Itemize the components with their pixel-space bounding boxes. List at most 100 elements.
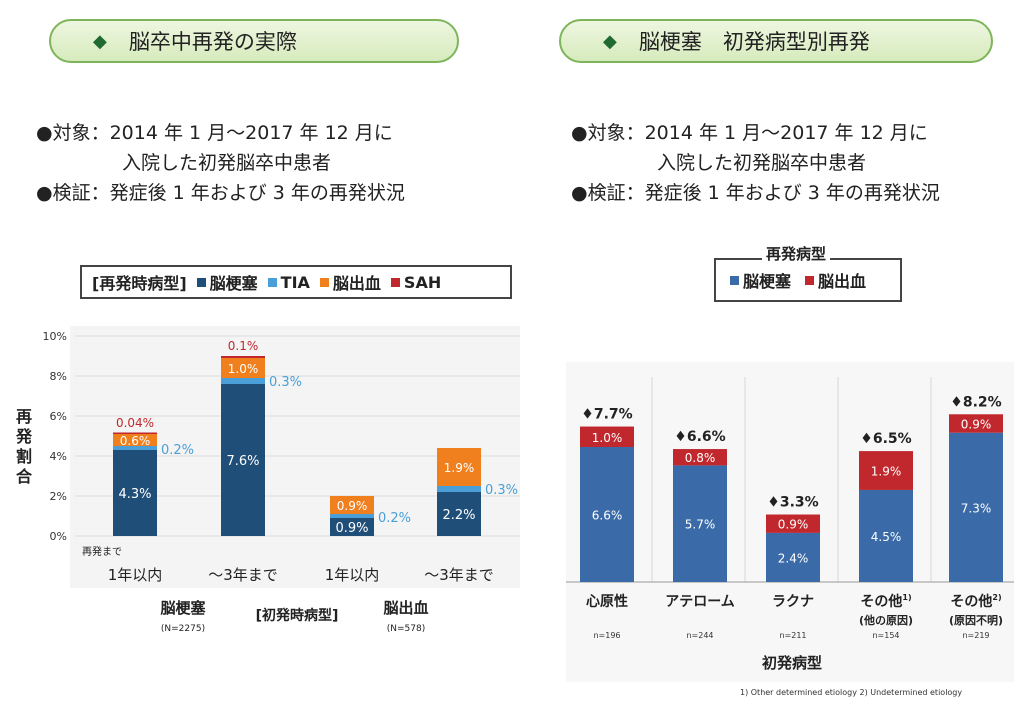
bar-segment-infarction	[766, 532, 820, 582]
category-label: 1年以内	[325, 566, 380, 584]
bar-segment-hemorrhage	[766, 514, 820, 533]
category-label: その他1)	[860, 593, 911, 610]
bar-segment-脳梗塞	[437, 492, 481, 536]
category-label: ラクナ	[772, 594, 814, 610]
bar-segment-脳出血	[330, 496, 374, 514]
right-legend-title: 再発病型	[762, 243, 831, 264]
category-label: ～3年まで	[208, 566, 278, 584]
legend-label-hemorrhage: 脳出血	[332, 274, 381, 293]
left-title: 脳卒中再発の実際	[128, 30, 297, 54]
y-tick-label: 10%	[43, 330, 67, 343]
bar-segment-脳梗塞	[330, 518, 374, 536]
bar-segment-hemorrhage	[859, 451, 913, 490]
y-axis-label: 合	[16, 467, 33, 486]
diamond-icon: ◆	[93, 30, 107, 52]
category-label: 1年以内	[108, 566, 163, 584]
category-label: 心原性	[586, 593, 628, 610]
y-tick-label: 8%	[50, 370, 67, 383]
right-info-line1: ●対象：2014 年 1 月～2017 年 12 月に	[571, 122, 928, 144]
category-label: アテローム	[665, 594, 735, 610]
y-tick-label: 6%	[50, 410, 67, 423]
left-info: ●対象：2014 年 1 月～2017 年 12 月に 入院した初発脳卒中患者 …	[36, 118, 405, 208]
left-info-line1: ●対象：2014 年 1 月～2017 年 12 月に	[36, 122, 393, 144]
bar-segment-hemorrhage	[673, 449, 727, 466]
data-label: 4.3%	[118, 487, 151, 502]
left-title-banner: ◆ 脳卒中再発の実際	[49, 19, 459, 63]
data-label: 1.0%	[592, 431, 623, 445]
bar-segment-TIA	[330, 514, 374, 518]
right-info-line2: 入院した初発脳卒中患者	[657, 152, 867, 174]
right-chart: 6.6% 1.0% ♦7.7% 心原性 n=196 5.7% 0.8% ♦6.6% アテローム n…	[566, 362, 1014, 682]
legend-swatch-infarction	[730, 275, 739, 285]
data-label: 2.2%	[442, 508, 475, 523]
data-label: 0.9%	[961, 417, 992, 431]
total-label: ♦6.5%	[860, 431, 911, 447]
data-label: 0.9%	[335, 521, 368, 536]
data-label: 5.7%	[685, 518, 716, 532]
bar-segment-脳梗塞	[221, 384, 265, 536]
y-tick-label: 0%	[50, 530, 67, 543]
data-label: 6.6%	[592, 509, 623, 523]
legend-label-tia: TIA	[280, 272, 310, 292]
y-axis-label: 再	[16, 407, 32, 426]
bar-segment-infarction	[673, 465, 727, 582]
data-label: 7.3%	[961, 501, 992, 515]
right-title-banner: ◆ 脳梗塞 初発病型別再発	[559, 19, 993, 63]
legend-label-sah: SAH	[403, 272, 442, 292]
category-prefix: 再発まで	[82, 545, 122, 558]
left-info-line2: 入院した初発脳卒中患者	[122, 152, 332, 174]
n-label: n=196	[593, 631, 620, 640]
diamond-icon: ◆	[603, 30, 617, 52]
data-label: 0.3%	[269, 375, 302, 390]
bar-segment-SAH	[221, 356, 265, 358]
category-sublabel: (他の原因)	[859, 613, 913, 627]
legend-label-infarction: 脳梗塞	[743, 272, 792, 291]
n-label: n=211	[779, 631, 806, 640]
bar-segment-TIA	[221, 378, 265, 384]
bar-segment-SAH	[113, 432, 157, 434]
bar-segment-infarction	[949, 432, 1003, 582]
data-label: 1.9%	[444, 461, 475, 475]
bar-segment-hemorrhage	[949, 414, 1003, 433]
category-superscript: 2)	[992, 593, 1001, 602]
group-label: 脳出血	[383, 599, 428, 617]
left-legend: [再発時病型] 脳梗塞 TIA 脳出血 SAH	[80, 265, 512, 299]
data-label: 0.2%	[378, 511, 411, 526]
right-legend: 脳梗塞 脳出血	[714, 258, 902, 302]
bar-segment-infarction	[580, 447, 634, 582]
legend-swatch-hemorrhage	[319, 277, 329, 287]
group-n: (N=2275)	[161, 624, 205, 634]
y-tick-label: 2%	[50, 490, 67, 503]
category-label: その他2)	[950, 593, 1001, 610]
n-label: n=244	[686, 631, 713, 640]
bar-segment-hemorrhage	[580, 426, 634, 447]
data-label: 7.6%	[226, 454, 259, 469]
data-label: 0.9%	[337, 499, 368, 513]
legend-label-infarction: 脳梗塞	[209, 274, 258, 293]
data-label: 0.1%	[228, 339, 259, 353]
data-label: 4.5%	[871, 530, 902, 544]
total-label: ♦6.6%	[674, 429, 725, 445]
bar-segment-脳出血	[113, 434, 157, 446]
bar-segment-脳梗塞	[113, 450, 157, 536]
bar-segment-脳出血	[437, 448, 481, 486]
data-label: 0.8%	[685, 451, 716, 465]
right-info: ●対象：2014 年 1 月～2017 年 12 月に 入院した初発脳卒中患者 …	[571, 118, 940, 208]
category-superscript: 1)	[902, 593, 911, 602]
group-label: 脳梗塞	[160, 599, 206, 617]
n-label: n=154	[872, 631, 899, 640]
data-label: 1.0%	[228, 362, 259, 376]
group-axis-label: [初発時病型]	[256, 607, 339, 624]
data-label: 0.6%	[120, 434, 151, 448]
data-label: 2.4%	[778, 551, 809, 565]
right-title: 脳梗塞 初発病型別再発	[638, 30, 870, 54]
legend-title: [再発時病型]	[92, 274, 187, 293]
y-tick-label: 4%	[50, 450, 67, 463]
legend-label-hemorrhage: 脳出血	[818, 272, 867, 291]
total-label: ♦8.2%	[950, 394, 1001, 410]
legend-swatch-infarction	[196, 277, 206, 287]
y-axis-label: 発	[15, 427, 33, 446]
data-label: 0.3%	[485, 483, 518, 498]
bar-segment-脳出血	[221, 358, 265, 378]
